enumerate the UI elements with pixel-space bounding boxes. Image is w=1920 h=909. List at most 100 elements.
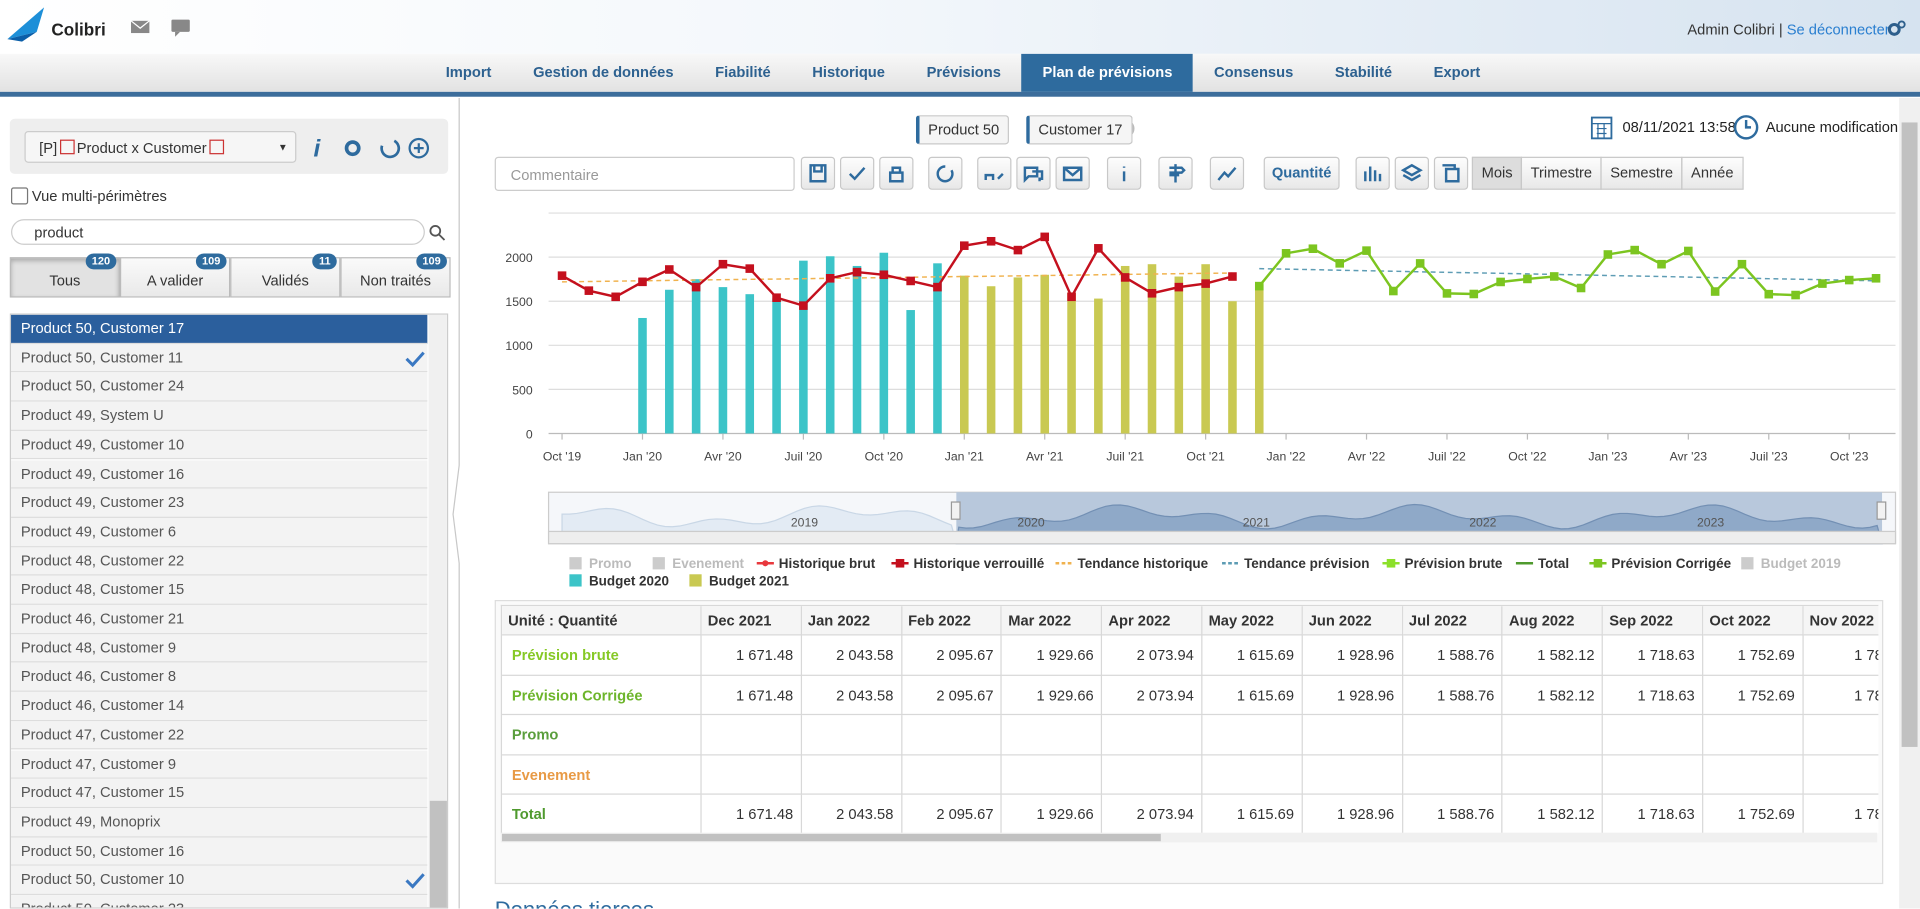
list-item[interactable]: Product 47, Customer 9	[11, 750, 428, 780]
period-button[interactable]: Année	[1681, 156, 1744, 190]
checkbox[interactable]	[11, 187, 29, 205]
legend-label[interactable]: Historique verrouillé	[913, 556, 1044, 571]
filter-tab[interactable]: Validés 11	[230, 253, 341, 298]
scroll-thumb[interactable]	[1901, 122, 1918, 747]
tool-button[interactable]	[1433, 156, 1469, 190]
unit-button[interactable]: Quantité	[1263, 156, 1340, 190]
nav-tab[interactable]: Import	[445, 63, 492, 81]
search-input[interactable]: product	[11, 219, 425, 245]
scroll-thumb[interactable]	[502, 833, 1161, 842]
scroll-thumb[interactable]	[429, 800, 447, 908]
table-cell: 2 073.94	[1102, 675, 1203, 716]
legend-label[interactable]: Budget 2019	[1761, 556, 1841, 571]
x-tick-label: Oct '23	[1830, 449, 1869, 463]
filter-tab[interactable]: Non traités 109	[340, 253, 451, 298]
nav-tab[interactable]: Consensus	[1214, 63, 1294, 81]
logout[interactable]: Se déconnecter	[1786, 20, 1890, 38]
list-item[interactable]: Product 50, Customer 17	[11, 314, 428, 344]
comment-input[interactable]: Commentaire	[494, 156, 795, 192]
filter-chip[interactable]: Product 50	[915, 115, 1010, 145]
legend-label[interactable]: Evenement	[672, 556, 744, 571]
list-item[interactable]: Product 50, Customer 23	[11, 895, 428, 908]
list-item[interactable]: Product 47, Customer 22	[11, 720, 428, 750]
tool-button[interactable]	[1016, 156, 1051, 190]
bar	[772, 298, 781, 434]
perimeter-select[interactable]: [P] Product x Customer ▼	[24, 131, 297, 163]
list-item[interactable]: Product 48, Customer 22	[11, 546, 428, 576]
list-item[interactable]: Product 50, Customer 11	[11, 343, 428, 373]
list-item[interactable]: Product 46, Customer 14	[11, 691, 428, 721]
list-item[interactable]: Product 46, Customer 8	[11, 662, 428, 692]
nav-tab[interactable]: Stabilité	[1334, 63, 1393, 81]
tool-button[interactable]	[1106, 156, 1142, 190]
marker	[1254, 281, 1264, 291]
tool-button[interactable]	[1355, 156, 1390, 190]
nav-tab[interactable]: Prévisions	[926, 63, 1001, 81]
nav-tab[interactable]: Plan de prévisions	[1021, 53, 1194, 92]
list-item[interactable]: Product 46, Customer 21	[11, 604, 428, 634]
marker	[986, 236, 996, 246]
table-cell: 2 095.67	[901, 635, 1003, 676]
list-item[interactable]: Product 49, Customer 10	[11, 430, 428, 460]
navigator-handle[interactable]	[950, 501, 961, 520]
legend-label[interactable]: Historique brut	[779, 556, 876, 571]
legend-label[interactable]: Tendance historique	[1078, 556, 1209, 571]
list-item[interactable]: Product 49, System U	[11, 401, 428, 431]
legend-label[interactable]: Budget 2021	[709, 573, 790, 588]
table-cell	[801, 754, 902, 795]
bar	[691, 279, 701, 434]
tool-button[interactable]	[800, 156, 836, 190]
filter-tab[interactable]: A valider 109	[120, 253, 231, 298]
list-item[interactable]: Product 50, Customer 24	[11, 372, 428, 402]
table-cell: 2 073.94	[1102, 635, 1203, 676]
list-item[interactable]: Product 49, Customer 6	[11, 517, 428, 547]
legend-symbol	[762, 560, 769, 567]
tool-button[interactable]	[1158, 156, 1193, 190]
list-item[interactable]: Product 50, Customer 16	[11, 837, 428, 867]
list-item[interactable]: Product 48, Customer 15	[11, 575, 428, 605]
marker	[1120, 273, 1130, 282]
navigator-handle[interactable]	[1876, 501, 1887, 520]
period-button[interactable]: Semestre	[1600, 156, 1683, 190]
search-icon[interactable]	[429, 224, 446, 241]
list-item[interactable]: Product 47, Customer 15	[11, 779, 428, 809]
tool-button[interactable]	[1055, 156, 1090, 190]
legend-symbol	[569, 557, 582, 570]
selector-icons[interactable]: i	[306, 135, 438, 162]
tool-button[interactable]	[928, 156, 963, 190]
splitter[interactable]	[451, 97, 468, 909]
period-button[interactable]: Mois	[1471, 156, 1523, 190]
legend-label[interactable]: Prévision brute	[1404, 556, 1502, 571]
tool-button[interactable]	[1209, 156, 1245, 190]
filter-chip[interactable]: Customer 17	[1026, 115, 1133, 145]
h-scrollbar	[500, 832, 1878, 843]
tool-button[interactable]	[977, 156, 1012, 190]
legend-symbol	[895, 558, 905, 568]
row-label: Prévision brute	[502, 635, 702, 676]
legend-label[interactable]: Budget 2020	[589, 573, 669, 588]
list-item[interactable]: Product 50, Customer 10	[11, 866, 428, 896]
period-button[interactable]: Trimestre	[1520, 156, 1602, 190]
date: 08/11/2021 13:58	[1622, 118, 1736, 136]
tool-button[interactable]	[1394, 156, 1429, 190]
nav-tab[interactable]: Historique	[812, 63, 885, 81]
legend-label[interactable]: Promo	[589, 556, 632, 571]
table-cell: 1 781.	[1803, 795, 1879, 834]
legend-label[interactable]: Total	[1538, 556, 1569, 571]
list-item[interactable]: Product 49, Customer 16	[11, 459, 428, 489]
nav-tab[interactable]: Fiabilité	[715, 63, 771, 81]
list-item[interactable]: Product 49, Customer 23	[11, 488, 428, 518]
tool-button[interactable]	[879, 156, 914, 190]
filter-tab[interactable]: Tous 120	[9, 253, 121, 298]
nav-tab[interactable]: Gestion de données	[533, 63, 674, 81]
table-cell: 2 043.58	[801, 675, 902, 716]
nav-tab[interactable]: Export	[1433, 63, 1481, 81]
list-item[interactable]: Product 48, Customer 9	[11, 633, 428, 663]
legend-label[interactable]: Tendance prévision	[1244, 556, 1369, 571]
tool-button[interactable]	[840, 156, 875, 190]
settings-icon[interactable]	[1887, 20, 1907, 37]
legend-label[interactable]: Prévision Corrigée	[1611, 556, 1731, 571]
list-item[interactable]: Product 49, Monoprix	[11, 808, 428, 838]
table-cell: 1 671.48	[701, 675, 802, 716]
tool-icon	[1400, 163, 1423, 182]
